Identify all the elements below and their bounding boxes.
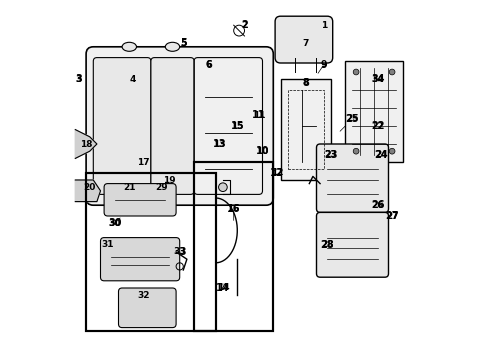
Text: 13: 13 [213, 140, 225, 149]
Text: 27: 27 [385, 211, 398, 221]
FancyBboxPatch shape [280, 79, 330, 180]
Text: 18: 18 [80, 140, 92, 149]
Text: 28: 28 [320, 240, 333, 250]
Ellipse shape [165, 42, 179, 51]
Text: 24: 24 [374, 150, 387, 159]
Text: 19: 19 [162, 176, 175, 185]
Text: 4: 4 [129, 74, 136, 84]
Text: 34: 34 [370, 74, 384, 84]
Text: 13: 13 [212, 139, 225, 149]
Text: 30: 30 [108, 219, 121, 228]
Text: 33: 33 [173, 248, 185, 256]
Text: 20: 20 [83, 183, 96, 192]
Text: 18: 18 [79, 139, 93, 149]
Circle shape [352, 69, 358, 75]
Circle shape [388, 148, 394, 154]
Text: 21: 21 [123, 183, 135, 192]
Text: 31: 31 [101, 240, 114, 249]
Text: 26: 26 [370, 200, 384, 210]
Text: 17: 17 [137, 158, 150, 166]
Text: 32: 32 [137, 290, 150, 300]
Text: 29: 29 [155, 182, 168, 192]
Text: 11: 11 [252, 111, 264, 120]
Text: 16: 16 [226, 204, 240, 214]
Text: 3: 3 [75, 74, 82, 84]
Text: 14: 14 [216, 283, 229, 293]
Polygon shape [75, 180, 101, 202]
Text: 19: 19 [162, 175, 175, 185]
Text: 10: 10 [256, 147, 268, 156]
Circle shape [218, 183, 227, 192]
Bar [194, 162, 273, 331]
Text: 9: 9 [320, 60, 326, 69]
Text: 1: 1 [320, 20, 326, 30]
Text: 7: 7 [302, 38, 308, 48]
Text: 33: 33 [173, 247, 186, 257]
Text: 2: 2 [241, 21, 247, 30]
Text: 15: 15 [230, 122, 243, 131]
Text: 12: 12 [270, 168, 283, 177]
Bar [194, 162, 273, 331]
Text: 20: 20 [83, 182, 96, 192]
Text: 12: 12 [269, 168, 283, 178]
Text: 21: 21 [122, 182, 136, 192]
Circle shape [388, 69, 394, 75]
Text: 4: 4 [129, 75, 136, 84]
Text: 3: 3 [76, 75, 82, 84]
FancyBboxPatch shape [118, 288, 176, 328]
Text: 2: 2 [241, 20, 247, 30]
Text: 28: 28 [321, 240, 333, 249]
Text: 9: 9 [320, 60, 326, 70]
Bar [86, 173, 215, 331]
Text: 8: 8 [302, 78, 308, 87]
Text: 7: 7 [302, 39, 308, 48]
Text: 29: 29 [155, 183, 168, 192]
Text: 8: 8 [302, 78, 308, 88]
Circle shape [352, 148, 358, 154]
Text: 32: 32 [137, 291, 150, 300]
Polygon shape [75, 130, 97, 158]
Text: 11: 11 [252, 110, 265, 120]
FancyBboxPatch shape [93, 58, 151, 194]
Text: 23: 23 [324, 150, 337, 160]
Text: 24: 24 [374, 150, 387, 160]
Text: 30: 30 [108, 218, 122, 228]
Text: 34: 34 [370, 75, 383, 84]
Text: 27: 27 [385, 212, 398, 220]
Text: 23: 23 [324, 150, 336, 159]
FancyBboxPatch shape [316, 212, 387, 277]
Text: 10: 10 [255, 146, 269, 156]
Text: 25: 25 [345, 114, 359, 124]
Text: 6: 6 [205, 60, 211, 69]
Bar [86, 173, 215, 331]
FancyBboxPatch shape [275, 16, 332, 63]
Text: 26: 26 [371, 201, 383, 210]
Text: 16: 16 [227, 204, 240, 213]
Text: 14: 14 [216, 284, 229, 292]
FancyBboxPatch shape [316, 144, 387, 212]
FancyBboxPatch shape [101, 238, 179, 281]
Text: 22: 22 [371, 122, 383, 131]
Text: 31: 31 [101, 240, 114, 250]
Text: 5: 5 [180, 38, 186, 48]
Text: 22: 22 [370, 121, 384, 131]
FancyBboxPatch shape [104, 184, 176, 216]
Ellipse shape [122, 42, 136, 51]
Text: 1: 1 [320, 21, 326, 30]
Text: 6: 6 [204, 60, 211, 70]
Text: 5: 5 [180, 39, 186, 48]
FancyBboxPatch shape [86, 47, 273, 205]
Text: 17: 17 [137, 157, 150, 167]
Text: 15: 15 [230, 121, 244, 131]
FancyBboxPatch shape [151, 58, 194, 194]
FancyBboxPatch shape [345, 61, 402, 162]
Text: 25: 25 [346, 114, 358, 123]
